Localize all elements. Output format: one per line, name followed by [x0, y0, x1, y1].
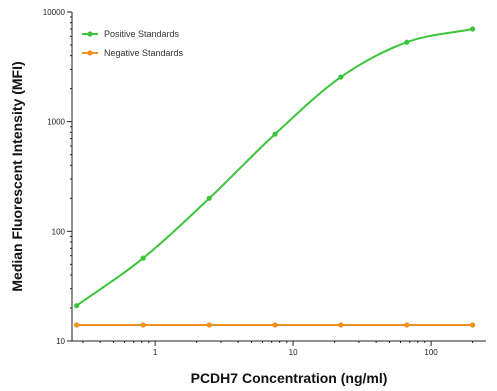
- y-axis: 10 100 1000 10000: [43, 8, 73, 346]
- data-point-positive-standards: [272, 131, 278, 137]
- data-point-negative-standards: [206, 322, 212, 328]
- data-point-positive-standards: [404, 39, 410, 45]
- y-axis-title: Median Fluorescent Intensity (MFI): [9, 61, 25, 291]
- data-point-positive-standards: [338, 74, 344, 80]
- x-tick-label: 1: [153, 348, 158, 357]
- legend-label: Negative Standards: [104, 48, 184, 58]
- series-line-positive-standards: [76, 28, 473, 307]
- legend-swatch-marker: [87, 31, 93, 37]
- data-point-negative-standards: [404, 322, 410, 328]
- data-point-positive-standards: [140, 255, 146, 261]
- data-point-negative-standards: [338, 322, 344, 328]
- legend-swatch-marker: [87, 50, 93, 56]
- legend: Positive Standards Negative Standards: [82, 29, 184, 58]
- x-tick-label: 100: [424, 348, 438, 357]
- data-point-negative-standards: [272, 322, 278, 328]
- y-tick-label: 10000: [43, 8, 66, 17]
- data-point-positive-standards: [470, 26, 476, 32]
- legend-item-positive-standards: Positive Standards: [82, 29, 180, 39]
- x-tick-label: 10: [289, 348, 298, 357]
- x-axis: 1 10 100: [72, 340, 486, 357]
- series-negative-standards: [74, 322, 476, 328]
- x-axis-title: PCDH7 Concentration (ng/ml): [191, 370, 388, 386]
- data-point-negative-standards: [140, 322, 146, 328]
- legend-item-negative-standards: Negative Standards: [82, 48, 184, 58]
- data-point-negative-standards: [74, 322, 80, 328]
- series-positive-standards: [74, 26, 476, 309]
- series-layer: [74, 26, 476, 328]
- data-point-positive-standards: [74, 303, 80, 309]
- legend-label: Positive Standards: [104, 29, 180, 39]
- y-tick-label: 10: [56, 337, 65, 346]
- y-tick-label: 1000: [47, 118, 65, 127]
- data-point-positive-standards: [206, 195, 212, 201]
- data-point-negative-standards: [470, 322, 476, 328]
- y-tick-label: 100: [52, 227, 66, 236]
